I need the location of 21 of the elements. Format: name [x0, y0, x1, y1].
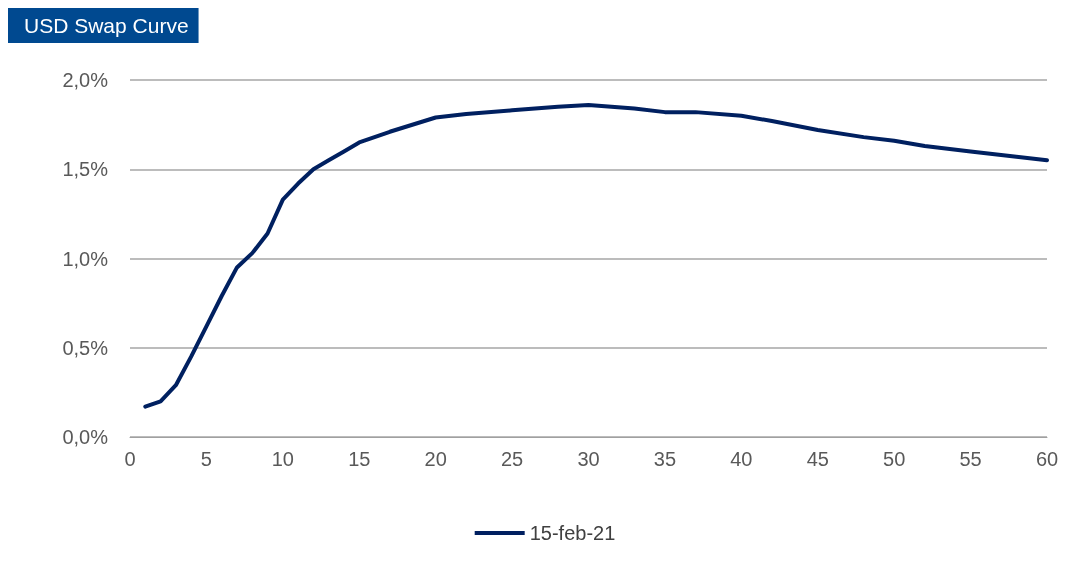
x-tick-label: 10: [271, 448, 294, 470]
x-tick-label: 20: [424, 448, 447, 470]
x-tick-label: 60: [1035, 448, 1059, 470]
x-tick-label: 15: [348, 448, 371, 470]
x-tick-label: 0: [124, 448, 136, 470]
line-series: [143, 102, 1049, 409]
x-tick-label: 35: [653, 448, 677, 470]
y-tick-label: 1,0%: [62, 247, 109, 270]
x-tick-label: 5: [200, 448, 212, 470]
legend-label: 15-feb-21: [529, 522, 616, 544]
y-tick-label: 0,0%: [62, 426, 109, 448]
chart-title: USD Swap Curve: [24, 14, 189, 37]
x-tick-label: 50: [883, 448, 906, 470]
x-tick-label: 25: [500, 448, 524, 470]
x-tick-label: 45: [806, 448, 829, 470]
y-tick-label: 1,5%: [62, 158, 109, 181]
x-tick-label: 40: [730, 448, 753, 470]
y-tick-label: 0,5%: [62, 336, 109, 359]
y-tick-label: 2,0%: [62, 69, 109, 91]
x-tick-label: 30: [577, 448, 600, 470]
x-tick-label: 55: [959, 448, 982, 470]
